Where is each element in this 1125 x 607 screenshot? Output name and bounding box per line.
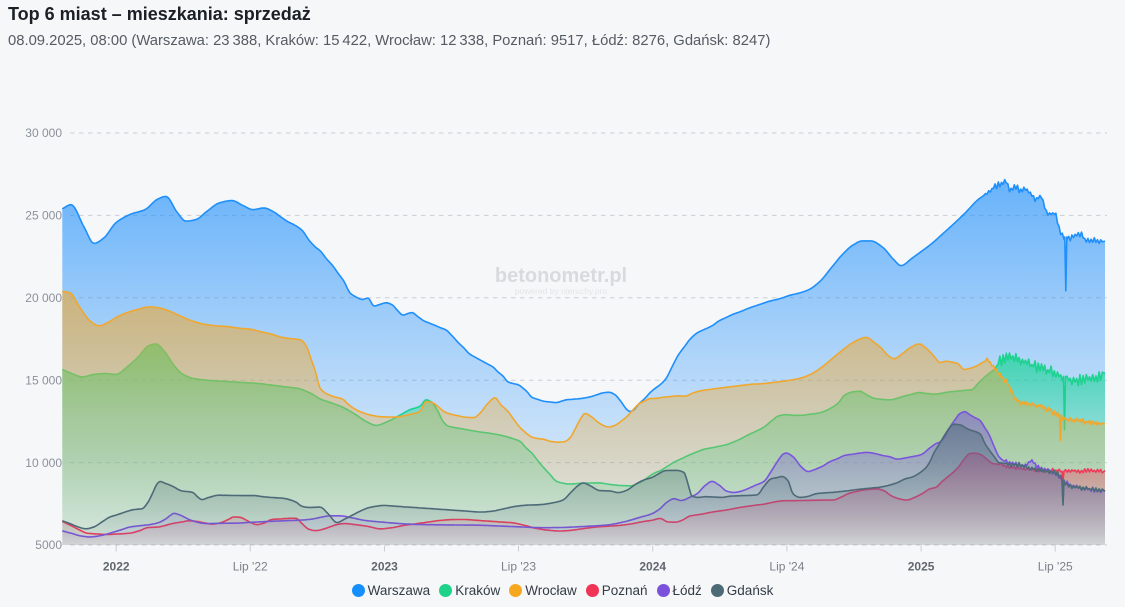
svg-text:2022: 2022 — [103, 560, 130, 574]
svg-text:Lip '25: Lip '25 — [1038, 560, 1073, 574]
svg-text:30 000: 30 000 — [25, 126, 62, 140]
svg-text:20 000: 20 000 — [25, 291, 62, 305]
svg-text:2024: 2024 — [639, 560, 666, 574]
svg-text:10 000: 10 000 — [25, 456, 62, 470]
svg-text:Lip '22: Lip '22 — [233, 560, 268, 574]
svg-text:powered by nieruchy.pro: powered by nieruchy.pro — [515, 286, 608, 296]
svg-text:betonometr.pl: betonometr.pl — [495, 265, 627, 287]
svg-text:2023: 2023 — [371, 560, 398, 574]
svg-text:15 000: 15 000 — [25, 373, 62, 387]
svg-text:Lip '24: Lip '24 — [769, 560, 804, 574]
svg-text:5000: 5000 — [35, 538, 62, 552]
svg-text:2025: 2025 — [908, 560, 935, 574]
svg-text:25 000: 25 000 — [25, 209, 62, 223]
svg-text:Lip '23: Lip '23 — [501, 560, 536, 574]
